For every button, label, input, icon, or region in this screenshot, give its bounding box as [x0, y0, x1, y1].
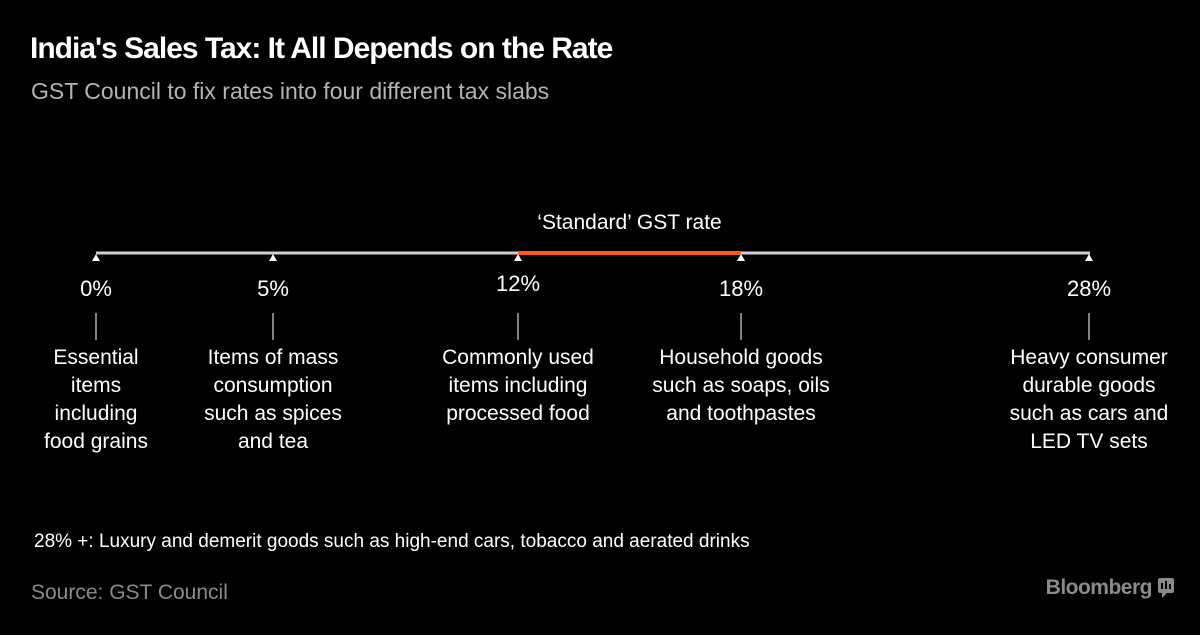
rate-description-line: such as cars and: [1010, 402, 1169, 425]
rate-label: 28%: [1067, 276, 1111, 301]
standard-rate-label: ‘Standard’ GST rate: [537, 211, 721, 234]
rate-description-line: and toothpastes: [666, 402, 815, 425]
rate-description-line: durable goods: [1022, 374, 1155, 397]
chart-subtitle: GST Council to fix rates into four diffe…: [31, 78, 550, 104]
rate-description-line: Household goods: [659, 346, 822, 369]
source-note: Source: GST Council: [31, 581, 228, 604]
rate-description-line: LED TV sets: [1030, 430, 1148, 453]
rate-description-line: items: [71, 374, 121, 397]
rate-description-line: such as soaps, oils: [652, 374, 829, 397]
rate-description-line: such as spices: [204, 402, 342, 425]
rate-description-line: Essential: [53, 346, 138, 369]
brand-name: Bloomberg: [1045, 576, 1153, 599]
rate-label: 0%: [80, 276, 112, 301]
rate-description-line: including: [55, 402, 138, 425]
rate-marker: [269, 254, 277, 261]
rate-description-line: Commonly used: [442, 346, 594, 369]
rate-marker: [1085, 254, 1093, 261]
rate-description-line: Items of mass: [208, 346, 339, 369]
rate-description-line: consumption: [213, 374, 332, 397]
rate-description-line: Heavy consumer: [1010, 346, 1168, 369]
rate-marker: [737, 254, 745, 261]
rate-description-line: items including: [449, 374, 588, 397]
chart-title: India's Sales Tax: It All Depends on the…: [30, 32, 613, 65]
rate-marker: [92, 254, 100, 261]
rate-description-line: food grains: [44, 430, 148, 453]
rate-label: 18%: [719, 276, 763, 301]
footnote: 28% +: Luxury and demerit goods such as …: [34, 531, 750, 552]
bloomberg-logo: Bloomberg: [1046, 576, 1174, 600]
rate-description-line: processed food: [446, 402, 590, 425]
tax-rate-chart: ‘Standard’ GST rate 0% Essential items inclu…: [44, 211, 1169, 453]
rate-label: 12%: [496, 271, 540, 296]
rate-label: 5%: [257, 276, 289, 301]
rate-marker: [514, 254, 522, 261]
bloomberg-mark-icon: [1158, 578, 1174, 598]
rate-description-line: and tea: [238, 430, 308, 453]
